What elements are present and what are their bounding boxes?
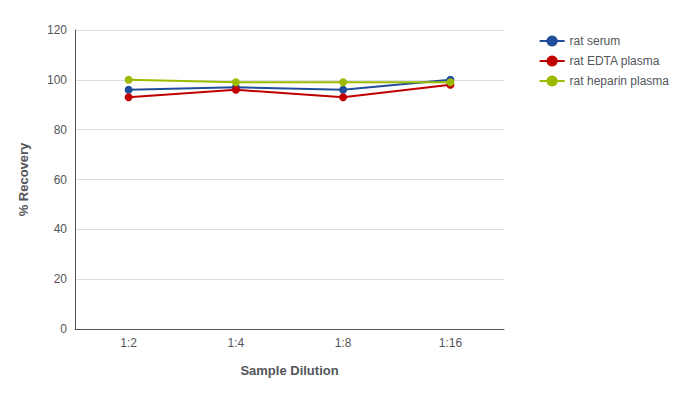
svg-text:% Recovery: % Recovery [16, 142, 31, 216]
svg-text:60: 60 [54, 173, 68, 187]
svg-text:1:8: 1:8 [335, 336, 352, 350]
svg-text:rat heparin plasma: rat heparin plasma [570, 74, 670, 88]
svg-text:40: 40 [54, 222, 68, 236]
svg-text:rat EDTA plasma: rat EDTA plasma [570, 54, 660, 68]
svg-text:rat serum: rat serum [570, 34, 621, 48]
svg-text:0: 0 [60, 322, 67, 336]
svg-text:1:16: 1:16 [439, 336, 463, 350]
svg-text:100: 100 [47, 73, 67, 87]
svg-text:120: 120 [47, 23, 67, 37]
svg-text:80: 80 [54, 123, 68, 137]
svg-text:1:4: 1:4 [228, 336, 245, 350]
svg-text:20: 20 [54, 272, 68, 286]
svg-text:1:2: 1:2 [120, 336, 137, 350]
svg-text:Sample Dilution: Sample Dilution [240, 363, 338, 378]
